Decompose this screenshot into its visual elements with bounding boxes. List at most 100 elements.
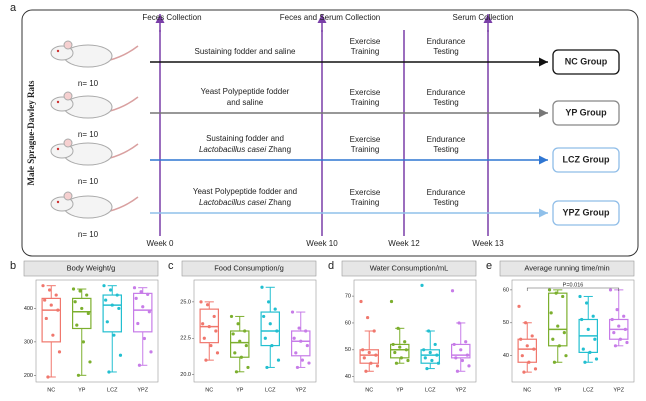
data-point (464, 340, 468, 344)
data-point (422, 348, 426, 352)
x-tick-label: YP (396, 387, 404, 393)
data-point (517, 304, 521, 308)
rat-eye (56, 100, 60, 104)
y-tick-label: 40 (345, 374, 351, 380)
data-point (81, 340, 85, 344)
y-tick-label: 300 (24, 339, 33, 345)
data-point (617, 324, 621, 328)
data-point (41, 284, 45, 288)
data-point (369, 361, 373, 365)
treatment-text: Yeast Polypeptide fodder (201, 87, 290, 96)
x-tick-label: NC (47, 387, 55, 393)
group-box (552, 147, 620, 173)
panel-letter: e (486, 260, 492, 272)
data-point (243, 329, 247, 333)
treatment-span: Zhang (266, 198, 291, 207)
box (359, 349, 380, 364)
rat-icon (50, 40, 139, 68)
data-point (80, 306, 84, 311)
data-point (610, 317, 614, 322)
data-point (71, 287, 76, 291)
box (547, 292, 568, 347)
data-point (454, 356, 458, 360)
timepoint-label: Feces and Serum Collection (280, 13, 381, 22)
x-tick-label: YPZ (613, 387, 624, 393)
data-point (404, 348, 408, 352)
endurance-text: Testing (433, 198, 458, 207)
y-tick-label: 40 (503, 353, 509, 359)
group-label: YP Group (565, 107, 607, 117)
data-point (423, 356, 427, 360)
week-label: Week 12 (388, 239, 420, 248)
data-point (393, 350, 397, 355)
data-point (520, 354, 524, 358)
data-point (78, 289, 82, 293)
data-point (556, 324, 560, 328)
data-point (238, 339, 242, 343)
treatment-span: Yeast Polypeptide fodder and (193, 187, 297, 196)
group-label: LCZ Group (563, 154, 610, 164)
x-tick-label: LCZ (265, 387, 276, 393)
treatment-text: Sustaining fodder and saline (195, 47, 297, 56)
data-point (246, 365, 250, 370)
data-point (276, 358, 281, 362)
y-tick-label: 22.5 (180, 336, 191, 342)
data-point (48, 288, 52, 292)
data-point (364, 369, 368, 373)
data-point (420, 283, 424, 287)
y-tick-label: 200 (24, 373, 33, 379)
rat-tail (109, 96, 139, 112)
data-point (44, 316, 48, 321)
data-point (46, 375, 50, 379)
y-tick-label: 400 (24, 306, 33, 312)
data-point (132, 286, 137, 290)
data-point (304, 329, 308, 333)
y-tick-label: 60 (345, 320, 351, 326)
data-point (262, 314, 266, 319)
data-point (435, 353, 439, 357)
x-tick-label: YPZ (455, 387, 466, 393)
data-point (307, 361, 311, 365)
box (71, 297, 92, 330)
data-point (270, 343, 274, 348)
panel-letter: c (168, 260, 174, 272)
data-point (594, 357, 599, 361)
data-point (460, 358, 464, 363)
data-point (465, 353, 469, 357)
data-point (561, 294, 565, 299)
data-point (581, 347, 585, 351)
treatment-span: Lactobacillus casei (199, 198, 266, 207)
data-point (305, 343, 309, 348)
data-point (290, 310, 295, 314)
x-tick-label: YP (78, 387, 86, 393)
panel-title: Water Consumption/mL (370, 263, 449, 272)
panel-letter: a (10, 2, 17, 14)
rat-head (50, 143, 74, 159)
x-tick-label: LCZ (425, 387, 436, 393)
data-point (214, 329, 218, 333)
data-point (115, 293, 119, 297)
data-point (583, 360, 587, 364)
data-point (142, 336, 146, 341)
exercise-text: Exercise (350, 188, 381, 197)
data-point (366, 315, 370, 320)
group-label: NC Group (565, 56, 608, 66)
data-point (117, 306, 121, 311)
rat-icon (50, 91, 139, 119)
data-point (146, 292, 150, 296)
exercise-text: Exercise (350, 88, 381, 97)
data-point (49, 303, 53, 307)
box (291, 330, 311, 357)
endurance-text: Endurance (427, 37, 466, 46)
exercise-text: Training (351, 47, 380, 56)
box (230, 330, 250, 358)
treatment-text: Lactobacillus casei Zhang (199, 198, 291, 207)
data-point (588, 350, 592, 354)
y-tick-label: 25.0 (180, 299, 191, 305)
data-point (112, 333, 116, 337)
box (420, 349, 441, 364)
data-point (234, 370, 239, 374)
data-point (389, 299, 394, 304)
data-point (231, 332, 235, 336)
n-label: n= 10 (78, 177, 99, 186)
